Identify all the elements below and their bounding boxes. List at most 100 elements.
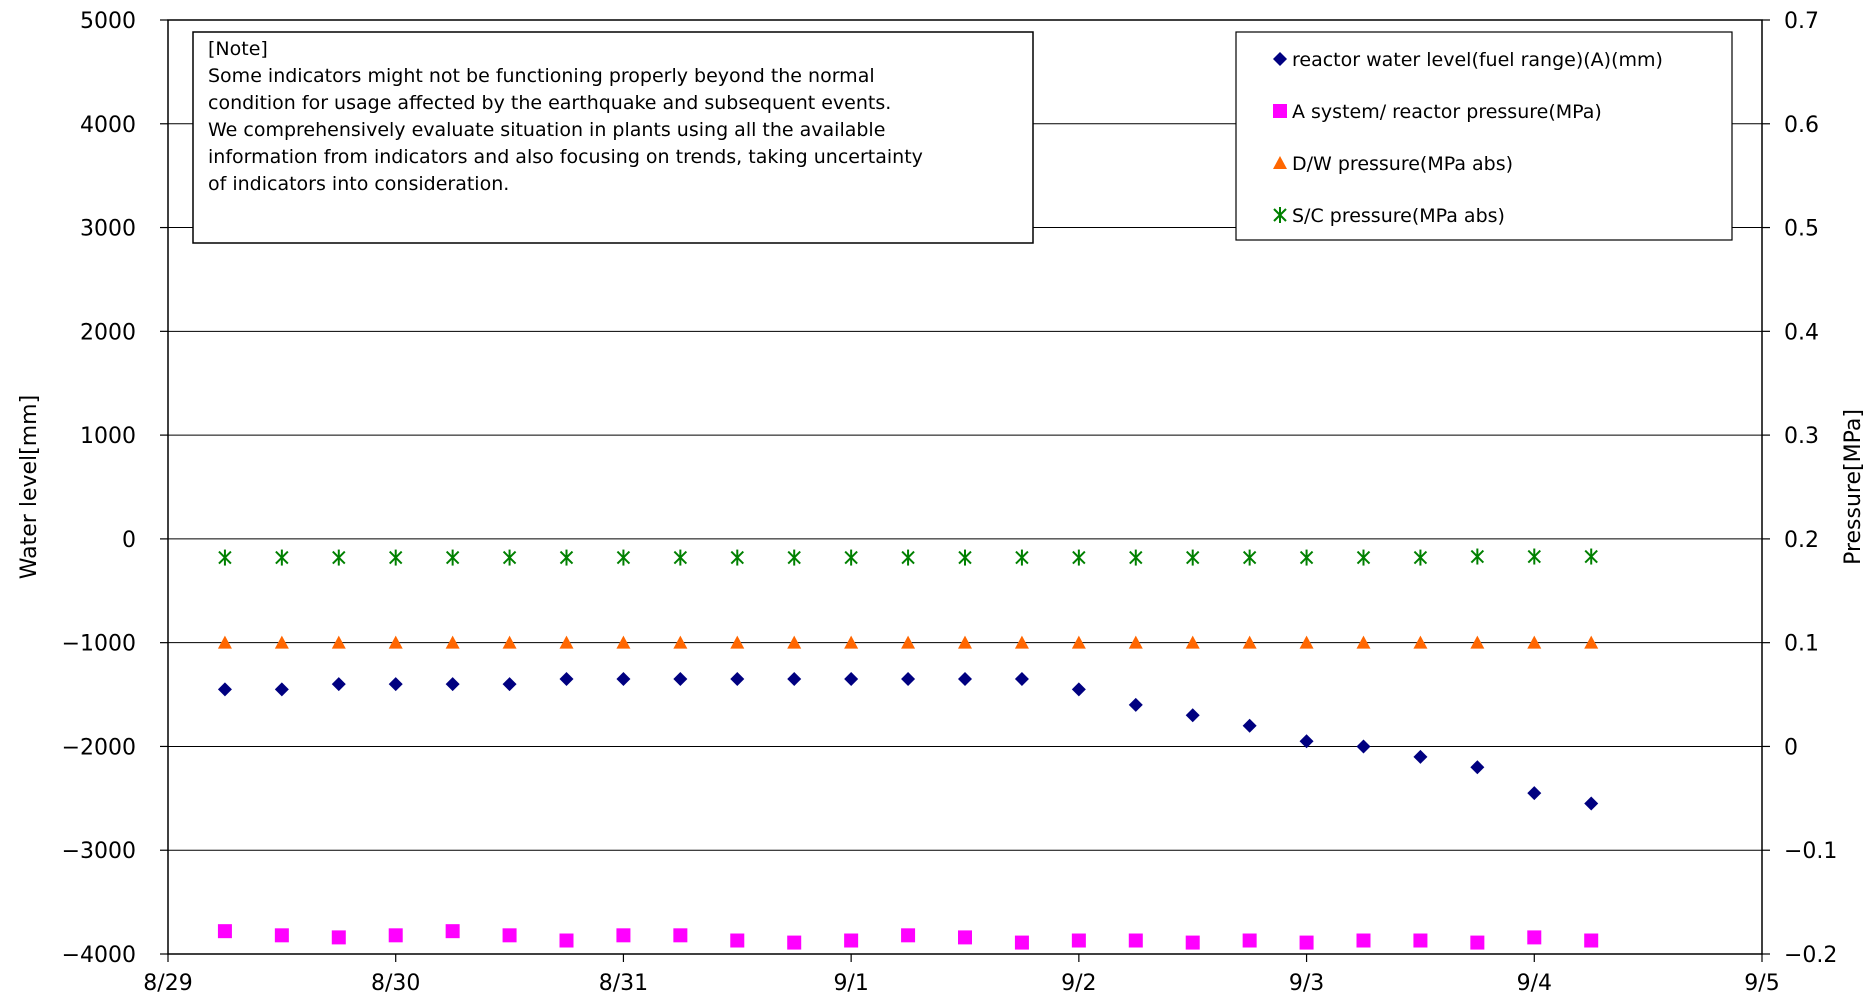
reactor-pressure-point bbox=[1071, 933, 1086, 948]
x-tick-label: 9/2 bbox=[1061, 971, 1096, 996]
sc-pressure-point bbox=[1527, 548, 1541, 565]
water-level-point bbox=[673, 671, 688, 686]
y2-tick-label: 0.5 bbox=[1784, 217, 1819, 242]
y2-tick-label: 0 bbox=[1784, 735, 1798, 760]
reactor-pressure-point bbox=[1185, 935, 1200, 950]
water-level-point bbox=[616, 671, 631, 686]
y2-tick-label: 0.7 bbox=[1784, 9, 1819, 34]
x-tick-label: 8/30 bbox=[371, 971, 420, 996]
legend-label-dw-pressure: D/W pressure(MPa abs) bbox=[1292, 153, 1513, 175]
reactor-pressure-point bbox=[1584, 933, 1599, 948]
sc-pressure-point bbox=[1356, 549, 1371, 566]
water-level-point bbox=[559, 671, 574, 686]
water-level-point bbox=[1584, 796, 1599, 811]
dw-pressure-point bbox=[901, 635, 916, 649]
legend-label-sc-pressure: S/C pressure(MPa abs) bbox=[1292, 205, 1505, 227]
y2-tick-label: 0.6 bbox=[1784, 113, 1819, 138]
dw-pressure-point bbox=[217, 635, 232, 649]
dw-pressure-point bbox=[559, 635, 574, 649]
y2-tick-label: −0.2 bbox=[1784, 943, 1837, 968]
dw-pressure-point bbox=[673, 635, 688, 649]
water-level-point bbox=[1185, 708, 1200, 723]
note-line: information from indicators and also foc… bbox=[208, 146, 923, 168]
sc-pressure-point bbox=[673, 549, 688, 566]
reactor-pressure-point bbox=[673, 928, 688, 943]
dw-pressure-point bbox=[502, 635, 517, 649]
reactor-pressure-point bbox=[388, 928, 403, 943]
y2-tick-label: 0.3 bbox=[1784, 424, 1819, 449]
water-level-point bbox=[844, 671, 859, 686]
dw-pressure-point bbox=[844, 635, 859, 649]
note-box: [Note] Some indicators might not be func… bbox=[192, 31, 1034, 244]
sc-pressure-point bbox=[1072, 549, 1086, 566]
legend-frame bbox=[1235, 31, 1733, 241]
sc-pressure-point bbox=[445, 549, 460, 566]
water-level-point bbox=[901, 671, 916, 686]
water-level-point bbox=[1071, 682, 1086, 697]
dw-pressure-point bbox=[1584, 635, 1599, 649]
x-tick-label: 9/4 bbox=[1517, 971, 1552, 996]
reactor-pressure-point bbox=[616, 928, 631, 943]
y-tick-label: 3000 bbox=[80, 217, 136, 242]
y-tick-label: 5000 bbox=[80, 9, 136, 34]
water-level-point bbox=[331, 677, 346, 692]
reactor-pressure-point bbox=[1413, 933, 1428, 948]
dw-pressure-point bbox=[1185, 635, 1200, 649]
y-tick-label: −2000 bbox=[62, 735, 136, 760]
reactor-pressure-point bbox=[502, 928, 517, 943]
water-level-point bbox=[1014, 671, 1029, 686]
legend-markers bbox=[1273, 52, 1287, 223]
x-tick-label: 8/31 bbox=[599, 971, 648, 996]
legend-marker-reactor-pressure bbox=[1273, 104, 1287, 118]
water-level-point bbox=[1470, 760, 1485, 775]
y2-tick-label: 0.1 bbox=[1784, 632, 1819, 657]
legend-marker-dw-pressure bbox=[1273, 156, 1287, 169]
note-box-frame bbox=[192, 31, 1034, 244]
reactor-pressure-point bbox=[844, 933, 859, 948]
note-line: of indicators into consideration. bbox=[208, 173, 509, 195]
y-tick-label: 0 bbox=[122, 528, 136, 553]
dw-pressure-point bbox=[331, 635, 346, 649]
y-tick-label: −4000 bbox=[62, 943, 136, 968]
sc-pressure-point bbox=[502, 549, 517, 566]
dw-pressure-point bbox=[388, 635, 403, 649]
water-level-point bbox=[274, 682, 289, 697]
legend-label-water-level: reactor water level(fuel range)(A)(mm) bbox=[1292, 49, 1663, 71]
note-line: condition for usage affected by the eart… bbox=[208, 92, 891, 114]
dw-pressure-point bbox=[1071, 635, 1086, 649]
dw-pressure-point bbox=[1413, 635, 1428, 649]
sc-pressure-point bbox=[1299, 549, 1314, 566]
water-level-point bbox=[730, 671, 745, 686]
water-level-point bbox=[1299, 734, 1314, 749]
water-level-point bbox=[502, 677, 517, 692]
water-level-point bbox=[217, 682, 232, 697]
sc-pressure-point bbox=[1129, 549, 1143, 566]
y-axis-tick-labels: 5000 4000 3000 2000 1000 0 −1000 −2000 −3000 −400… bbox=[62, 9, 136, 968]
reactor-pressure-point bbox=[331, 930, 346, 945]
water-level-point bbox=[1242, 718, 1257, 733]
dw-pressure-point bbox=[787, 635, 802, 649]
y2-tick-label: 0.4 bbox=[1784, 320, 1819, 345]
x-tick-label: 9/1 bbox=[833, 971, 868, 996]
reactor-pressure-point bbox=[1014, 935, 1029, 950]
dw-pressure-point bbox=[1242, 635, 1257, 649]
water-level-point bbox=[787, 671, 802, 686]
reactor-pressure-point bbox=[787, 935, 802, 950]
reactor-pressure-point bbox=[1242, 933, 1257, 948]
x-tick-label: 9/5 bbox=[1744, 971, 1779, 996]
reactor-pressure-point bbox=[1527, 930, 1542, 945]
axis-ticks bbox=[160, 19, 1770, 962]
reactor-pressure-point bbox=[1470, 935, 1485, 950]
sc-pressure-point bbox=[787, 549, 801, 566]
legend-label-reactor-pressure: A system/ reactor pressure(MPa) bbox=[1292, 101, 1602, 123]
reactor-pressure-point bbox=[901, 928, 916, 943]
reactor-pressure-point bbox=[730, 933, 745, 948]
sc-pressure-point bbox=[332, 549, 346, 566]
note-line: Some indicators might not be functioning… bbox=[208, 65, 875, 87]
dw-pressure-point bbox=[1128, 635, 1143, 649]
sc-pressure-point bbox=[901, 549, 915, 566]
note-line: We comprehensively evaluate situation in… bbox=[208, 119, 885, 141]
reactor-pressure-point bbox=[1299, 935, 1314, 950]
data-marks bbox=[217, 548, 1599, 950]
